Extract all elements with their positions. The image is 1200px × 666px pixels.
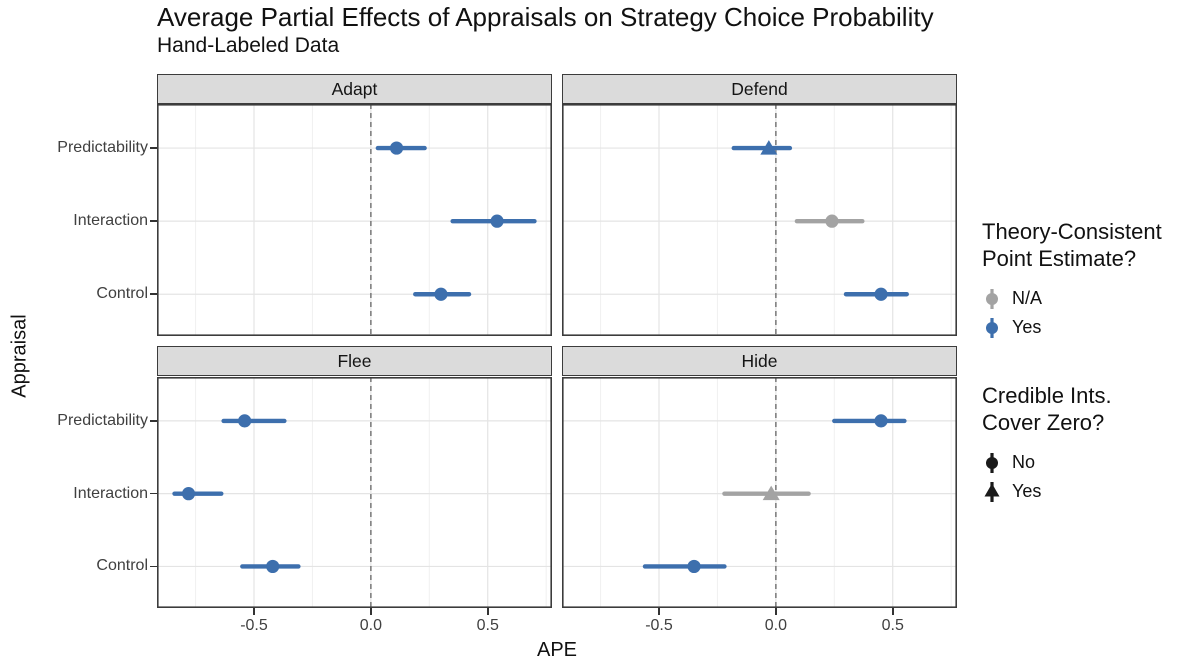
x-tick-label: 0.5 <box>881 617 904 634</box>
x-tick-label: -0.5 <box>240 617 268 634</box>
point-estimate-circle <box>238 414 252 428</box>
y-tick-label: Predictability <box>57 411 148 429</box>
panel-border <box>562 377 957 608</box>
y-tick-label: Control <box>96 285 148 303</box>
facet-strip-adapt: Adapt <box>157 74 552 104</box>
point-estimate-circle <box>490 214 504 228</box>
y-tick-label: Interaction <box>73 484 148 502</box>
point-estimate-circle <box>874 287 888 301</box>
chart-title: Average Partial Effects of Appraisals on… <box>157 2 934 32</box>
pointrange-circle-icon <box>986 317 998 338</box>
legend-entry-label: N/A <box>1012 288 1043 308</box>
legend-entry-label: Yes <box>1012 481 1042 501</box>
facet-panel-defend <box>562 104 957 336</box>
point-estimate-triangle <box>760 140 778 155</box>
legend-title: Theory-Consistent Point Estimate? <box>982 219 1162 271</box>
x-tick-mark <box>891 608 894 615</box>
facet-strip-hide: Hide <box>562 346 957 376</box>
facet-panel-adapt <box>157 104 552 336</box>
x-tick-label: -0.5 <box>645 617 673 634</box>
panel-border <box>157 377 552 608</box>
y-tick-mark <box>150 492 157 495</box>
x-tick-mark <box>370 608 372 615</box>
pointrange-triangle-icon <box>984 481 1000 502</box>
point-estimate-circle <box>825 214 839 228</box>
y-tick-label: Predictability <box>57 139 148 157</box>
legend-entry-yes-covers: Yes <box>982 477 1112 506</box>
point-estimate-circle <box>874 414 888 428</box>
point-estimate-triangle <box>762 485 780 501</box>
x-axis-title: APE <box>536 639 578 661</box>
panel-background <box>562 104 957 336</box>
x-tick-label: 0.5 <box>476 617 499 634</box>
point-estimate-circle <box>687 559 701 574</box>
legend-theory-consistent: Theory-Consistent Point Estimate? N/A Ye… <box>982 218 1162 342</box>
point-estimate-circle <box>266 559 280 574</box>
x-tick-mark <box>658 608 660 615</box>
y-tick-mark <box>150 565 157 568</box>
x-tick-label: 0.0 <box>359 617 382 634</box>
facet-panel-hide <box>562 377 957 608</box>
pointrange-circle-icon <box>986 452 998 473</box>
y-tick-mark <box>150 147 157 149</box>
x-tick-label: 0.0 <box>764 617 787 634</box>
y-tick-label: Interaction <box>73 212 148 230</box>
legend-entry-yes-theory: Yes <box>982 313 1162 342</box>
legend-entry-label: Yes <box>1012 317 1042 337</box>
point-estimate-circle <box>434 287 448 301</box>
pointrange-circle-icon <box>986 288 998 309</box>
facet-strip-flee: Flee <box>157 346 552 376</box>
facet-panel-flee <box>157 377 552 608</box>
panel-border <box>562 104 957 336</box>
y-tick-label: Control <box>96 557 148 575</box>
x-tick-mark <box>486 608 489 615</box>
y-tick-mark <box>150 420 157 422</box>
y-axis-title: Appraisal <box>8 314 31 398</box>
chart-subtitle: Hand-Labeled Data <box>157 34 340 57</box>
facet-strip-defend: Defend <box>562 74 957 104</box>
legend-title: Credible Ints. Cover Zero? <box>982 383 1112 435</box>
legend-entry-label: No <box>1012 452 1036 472</box>
point-estimate-circle <box>389 141 404 155</box>
y-tick-mark <box>150 220 157 222</box>
legend-credible-intervals: Credible Ints. Cover Zero? No Yes <box>982 382 1112 506</box>
legend-entry-no: No <box>982 448 1112 477</box>
y-tick-mark <box>150 293 157 296</box>
x-tick-mark <box>775 608 777 615</box>
point-estimate-circle <box>181 487 196 501</box>
x-tick-mark <box>253 608 255 615</box>
legend-entry-na: N/A <box>982 284 1162 313</box>
panel-border <box>157 104 552 336</box>
